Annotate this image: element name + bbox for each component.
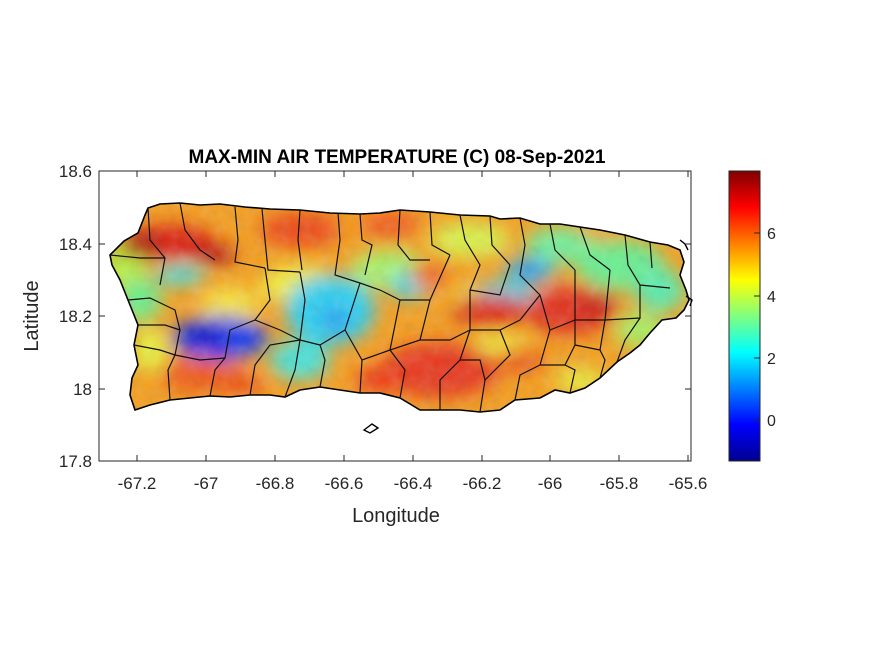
- colorbar-tick-label: 2: [767, 351, 776, 368]
- x-tick-label: -65.8: [600, 474, 639, 493]
- x-tick-label: -66.8: [256, 474, 295, 493]
- y-axis: 17.8 18 18.2 18.4 18.6 Latitude: [21, 162, 691, 471]
- x-tick-label: -66.2: [463, 474, 502, 493]
- offshore-island: [362, 423, 380, 434]
- temperature-field: [110, 203, 689, 412]
- y-tick-label: 18.2: [59, 307, 92, 326]
- y-tick-label: 18: [73, 380, 92, 399]
- x-tick-label: -67.2: [118, 474, 157, 493]
- x-tick-label: -66: [538, 474, 563, 493]
- x-tick-label: -66.4: [394, 474, 433, 493]
- y-tick-label: 17.8: [59, 452, 92, 471]
- colorbar: 0 2 4 6: [728, 170, 776, 462]
- y-tick-label: 18.4: [59, 235, 92, 254]
- x-axis: -67.2 -67 -66.8 -66.6 -66.4 -66.2 -66 -6…: [118, 171, 708, 527]
- municipality-boundaries: [110, 203, 671, 412]
- x-tick-label: -65.6: [669, 474, 708, 493]
- colorbar-tick-label: 0: [767, 413, 776, 430]
- y-tick-label: 18.6: [59, 162, 92, 181]
- colorbar-tick-label: 6: [767, 226, 776, 243]
- x-axis-label: Longitude: [352, 505, 440, 527]
- offshore-island-east-2: [685, 295, 693, 307]
- y-axis-label: Latitude: [21, 280, 43, 351]
- map-title: MAX-MIN AIR TEMPERATURE (C) 08-Sep-2021: [189, 147, 606, 168]
- x-tick-label: -67: [194, 474, 219, 493]
- colorbar-gradient: [728, 170, 761, 462]
- colorbar-tick-label: 4: [767, 289, 776, 306]
- x-tick-label: -66.6: [325, 474, 364, 493]
